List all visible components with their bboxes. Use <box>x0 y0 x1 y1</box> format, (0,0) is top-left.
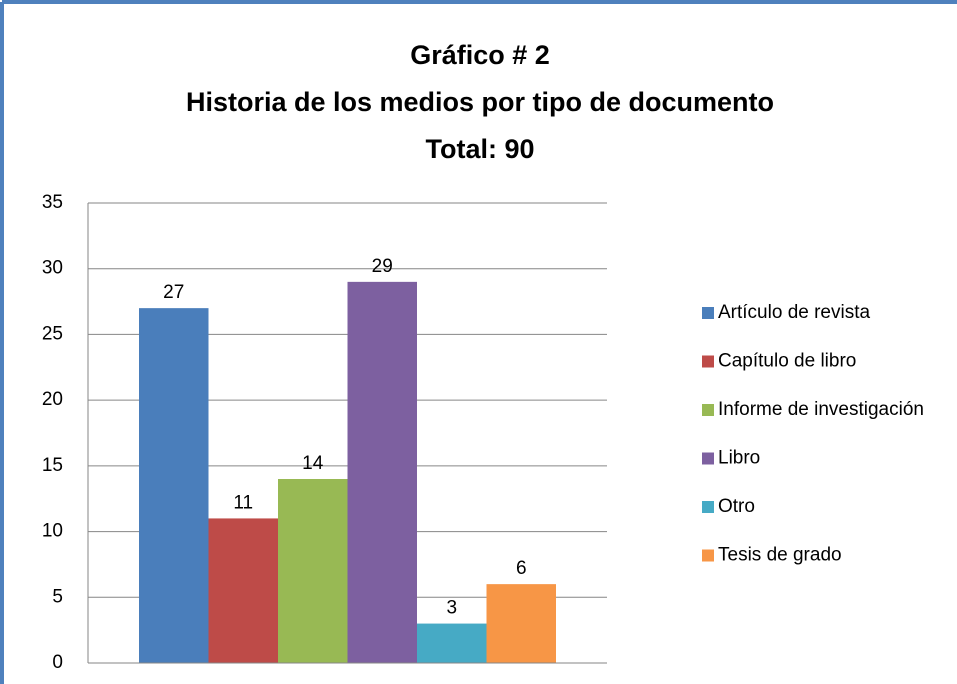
value-label: 6 <box>516 558 527 579</box>
value-label: 27 <box>163 282 184 303</box>
y-tick-label: 10 <box>42 521 63 542</box>
legend-swatch <box>702 452 714 465</box>
chart-title: Gráfico # 2 <box>410 40 550 70</box>
bar <box>139 308 209 663</box>
y-tick-label: 20 <box>42 389 63 410</box>
y-tick-label: 25 <box>42 323 63 344</box>
value-label: 11 <box>233 492 253 513</box>
legend-label: Otro <box>718 496 755 517</box>
legend-label: Libro <box>718 448 760 469</box>
bar <box>417 623 487 663</box>
legend-swatch <box>702 404 714 416</box>
legend-label: Tesis de grado <box>718 545 842 566</box>
y-tick-label: 35 <box>42 192 63 213</box>
legend-swatch <box>702 355 714 368</box>
bar <box>208 518 278 663</box>
chart-title: Total: 90 <box>425 134 534 164</box>
value-label: 14 <box>302 453 324 474</box>
bar <box>347 281 417 663</box>
y-tick-label: 0 <box>52 652 63 673</box>
legend-label: Capítulo de libro <box>718 351 856 372</box>
y-tick-label: 5 <box>52 586 63 607</box>
legend-swatch <box>702 549 714 562</box>
legend-swatch <box>702 307 714 319</box>
y-tick-label: 15 <box>42 455 63 476</box>
value-label: 29 <box>372 256 393 277</box>
chart-title: Historia de los medios por tipo de docum… <box>186 87 774 117</box>
legend-label: Informe de investigación <box>718 399 924 420</box>
bar <box>278 479 348 663</box>
legend-label: Artículo de revista <box>718 302 870 323</box>
value-label: 3 <box>446 598 457 619</box>
legend-swatch <box>702 501 714 513</box>
bar <box>486 584 556 663</box>
y-tick-label: 30 <box>42 258 63 279</box>
